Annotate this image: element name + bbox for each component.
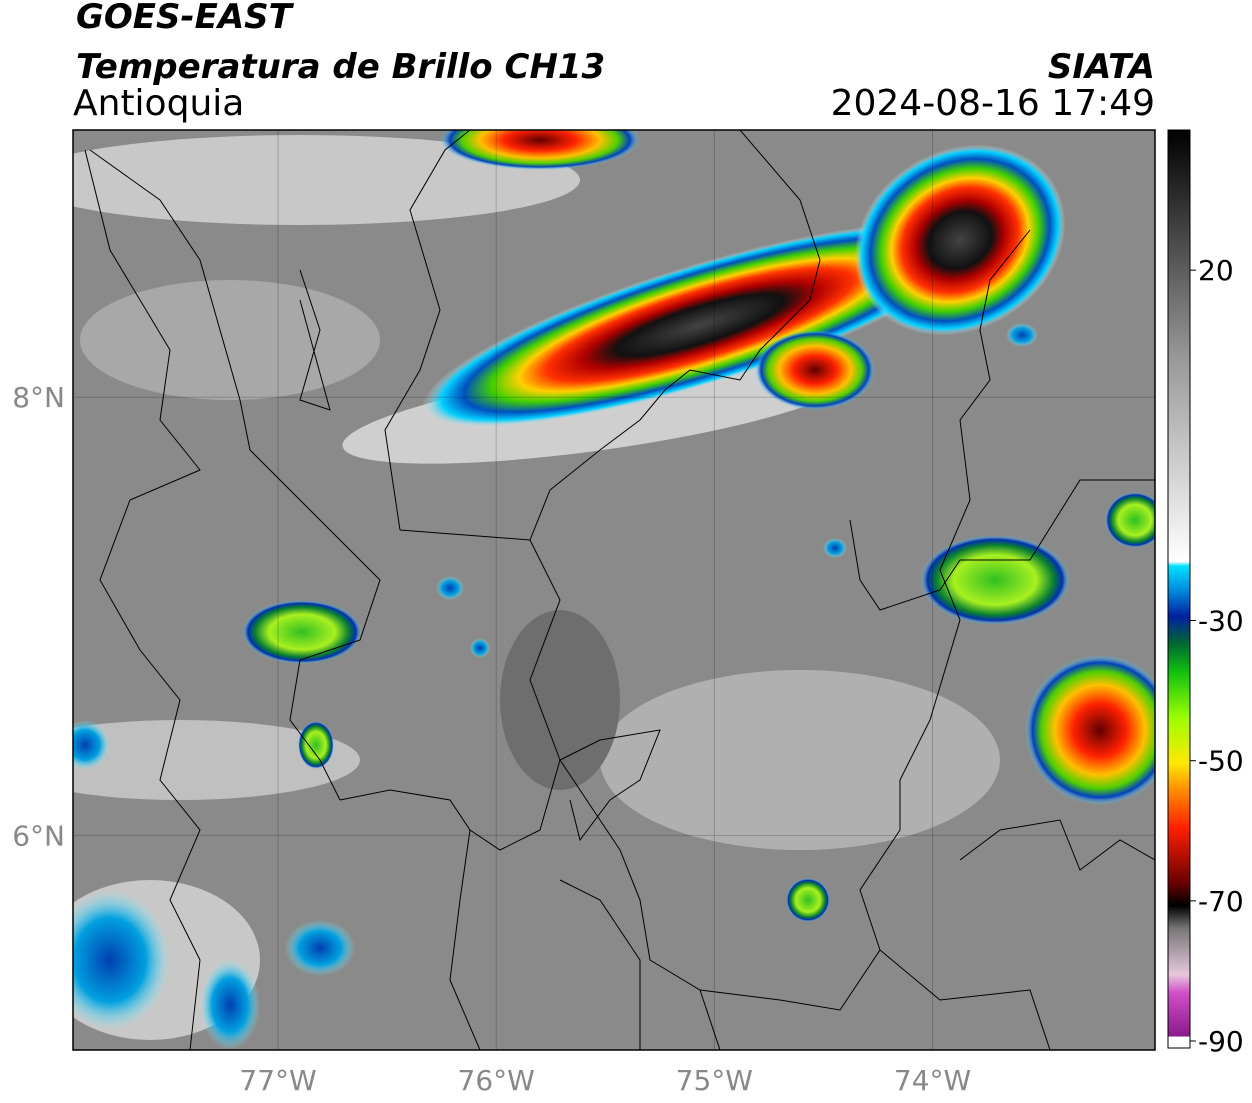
region: Antioquia	[73, 83, 244, 124]
title: GOES-EAST	[76, 0, 295, 37]
x-tick-label: 76°W	[458, 1064, 535, 1097]
datetime: 2024-08-16 17:49	[831, 83, 1155, 124]
colorbar-tick-label: -30	[1198, 605, 1244, 638]
x-tick-label: 75°W	[676, 1064, 753, 1097]
y-tick-label: 8°N	[12, 381, 65, 414]
subtitle: Temperatura de Brillo CH13	[76, 47, 605, 87]
x-tick-label: 74°W	[894, 1064, 971, 1097]
source: SIATA	[1048, 47, 1155, 87]
satellite-image	[73, 130, 1155, 1050]
colorbar	[1167, 129, 1191, 1049]
colorbar-tick-label: -90	[1198, 1025, 1244, 1058]
map-frame	[72, 129, 1156, 1051]
y-tick-label: 6°N	[12, 819, 65, 852]
x-tick-label: 77°W	[239, 1064, 316, 1097]
colorbar-tick-label: 20	[1198, 254, 1234, 287]
grid	[73, 130, 1155, 1050]
colorbar-tick-label: -50	[1198, 745, 1244, 778]
colorbar-tick-label: -70	[1198, 885, 1244, 918]
